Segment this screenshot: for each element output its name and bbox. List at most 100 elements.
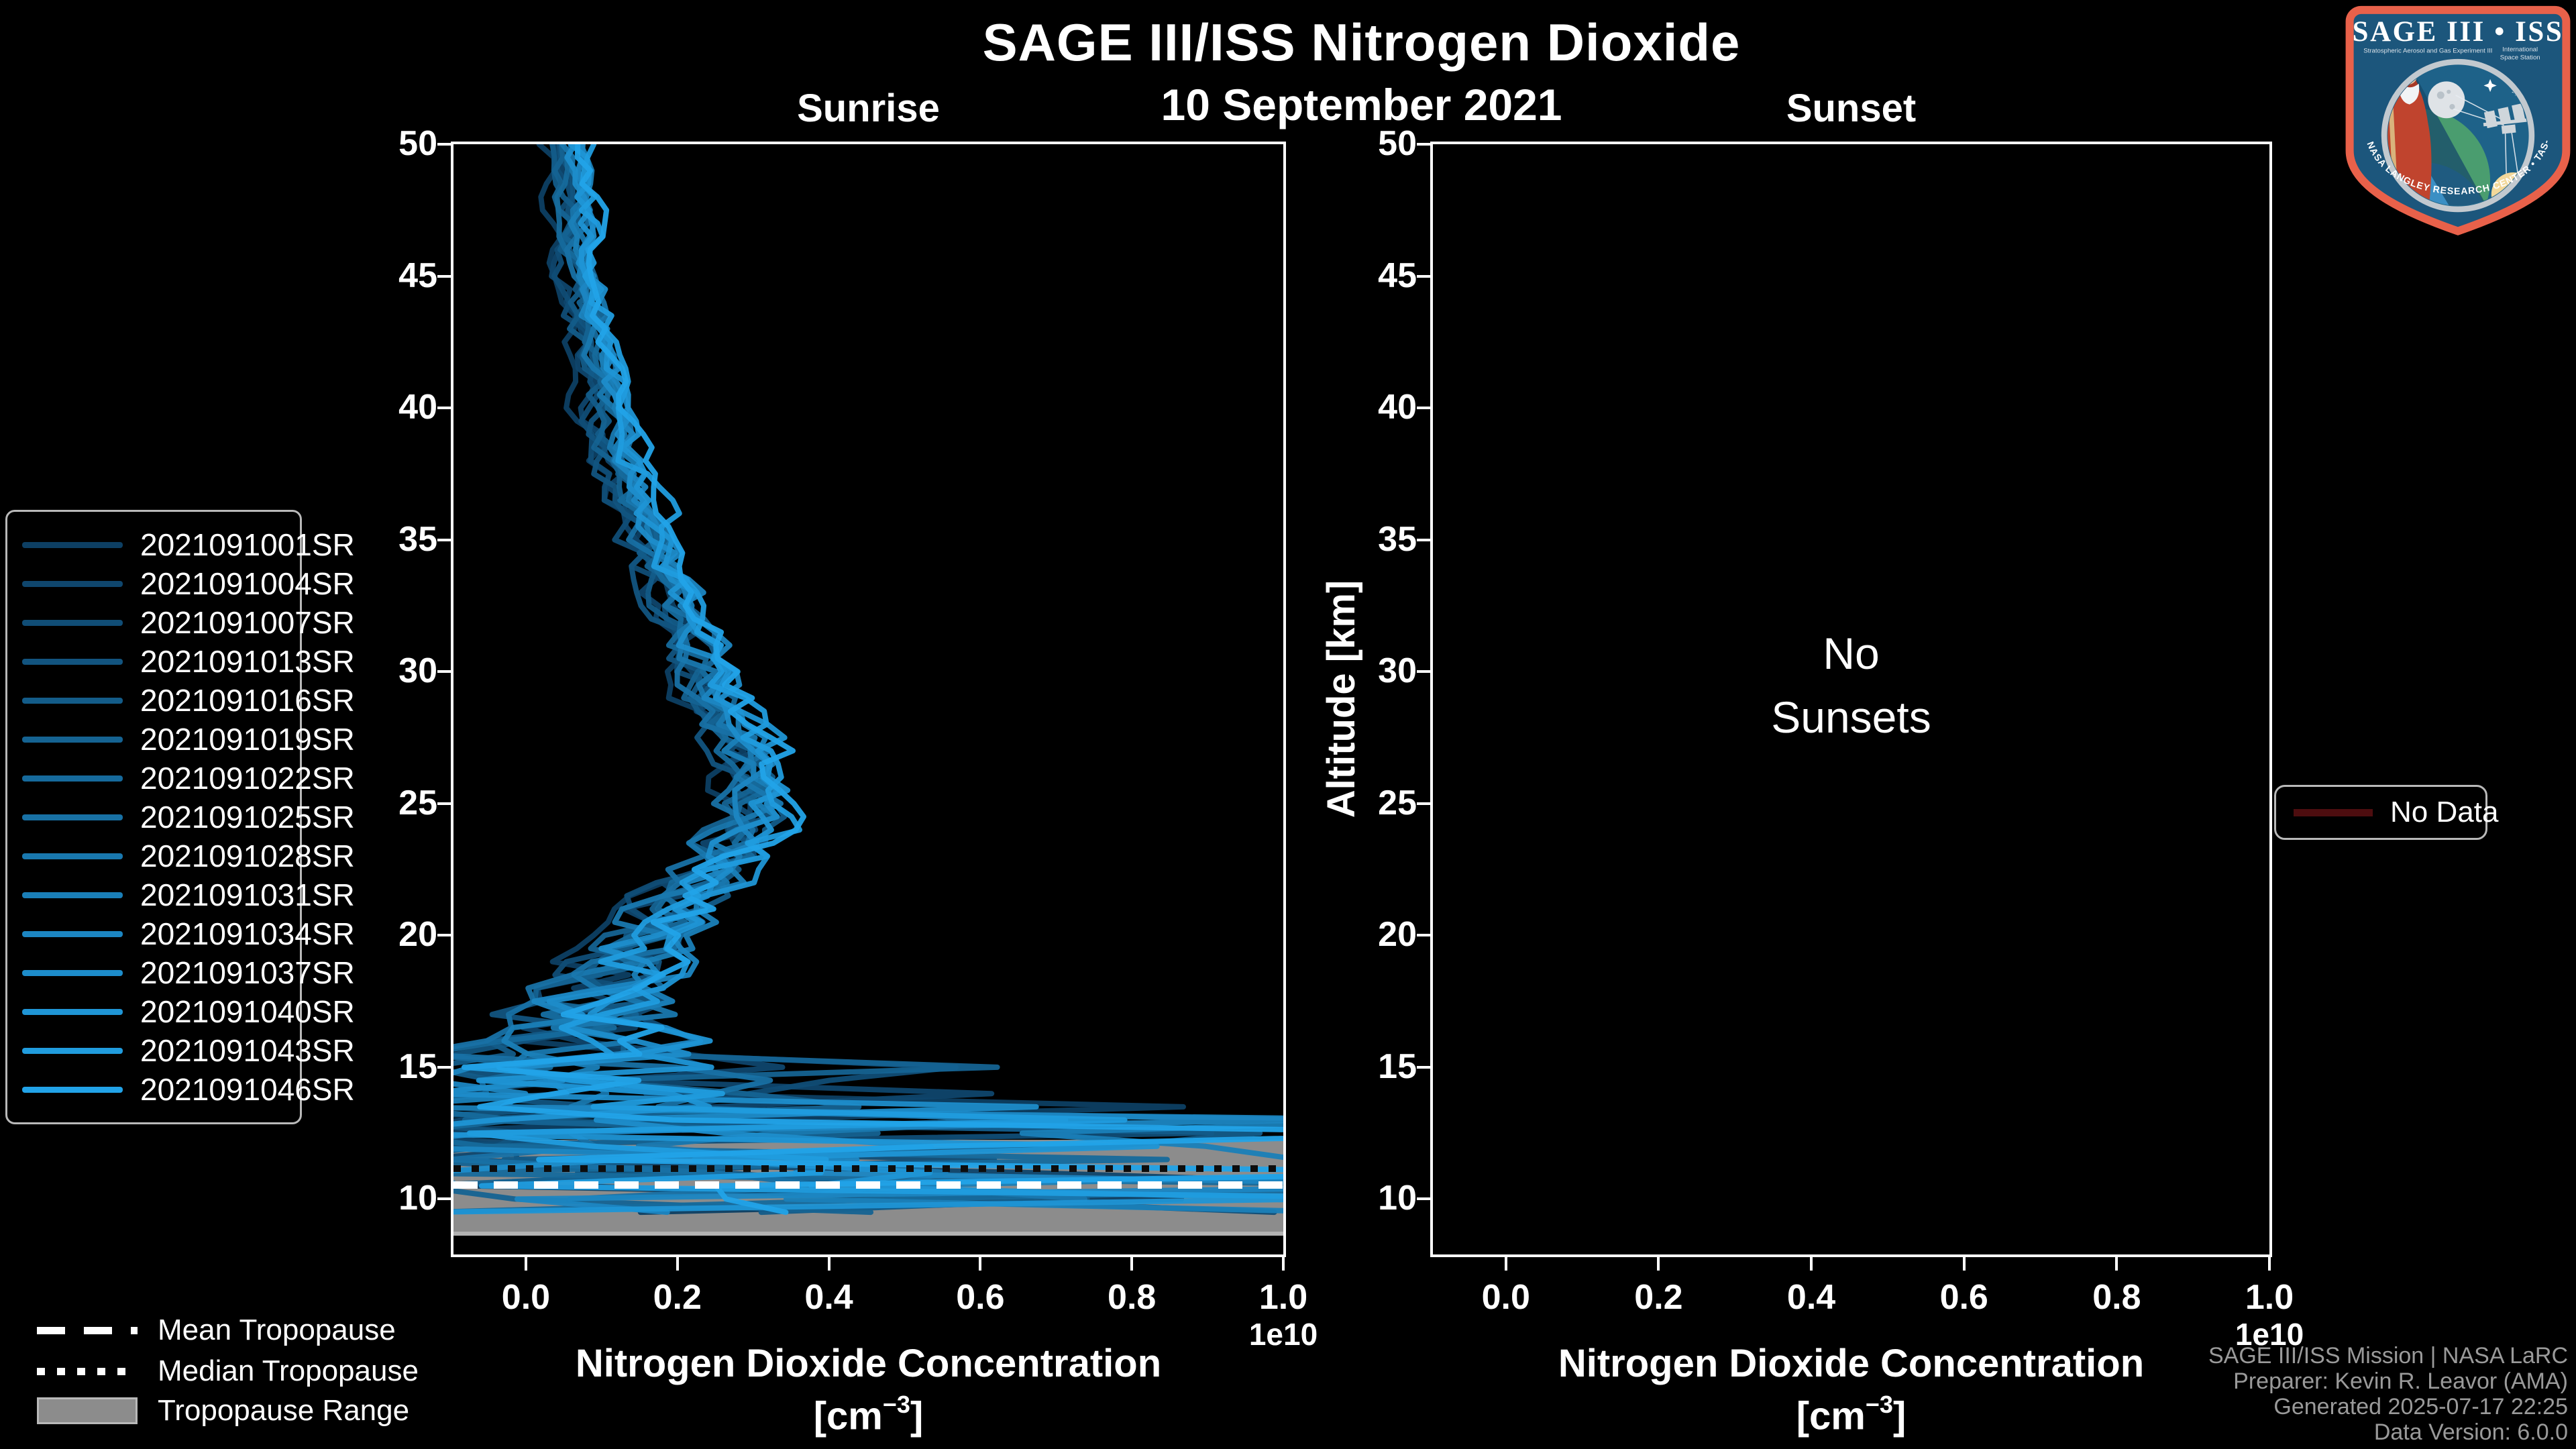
legend-event-row: 2021091031SR [22, 875, 355, 914]
legend-event-label: 2021091019SR [140, 722, 355, 757]
sunset-plot-area: No Sunsets Nitrogen Dioxide Concentratio… [1378, 124, 2304, 1438]
x-axis-unit: [cm−3] [813, 1390, 924, 1438]
x-tick-label: 0.2 [1634, 1278, 1683, 1317]
profile-line-2021091007SR [453, 144, 1277, 1216]
legend-event-label: 2021091034SR [140, 916, 355, 951]
profile-line-2021091043SR [466, 144, 1283, 1199]
iss-icon [2483, 103, 2528, 134]
x-tick-mark [1962, 1257, 1966, 1271]
legend-event-label: 2021091016SR [140, 683, 355, 718]
legend-event-line-swatch [22, 697, 123, 704]
legend-event-label: 2021091013SR [140, 644, 355, 679]
y-tick-label: 15 [398, 1046, 437, 1086]
attribution-generated: Generated 2025-07-17 22:25 [2273, 1394, 2568, 1419]
no-data-legend: No Data [2274, 785, 2498, 840]
y-tick-label: 45 [1378, 256, 1417, 295]
no-sunsets-annotation: No Sunsets [1771, 628, 1931, 743]
legend-event-row: 2021091004SR [22, 564, 355, 603]
y-tick-mark [1417, 274, 1430, 278]
y-tick-label: 20 [1378, 915, 1417, 955]
y-tick-mark [1417, 802, 1430, 805]
legend-event-label: 2021091007SR [140, 605, 355, 640]
mission-logo: SAGE III • ISS Stratospheric Aerosol and… [2343, 5, 2571, 235]
y-tick-mark [1417, 143, 1430, 146]
profile-line-2021091040SR [453, 144, 1283, 1215]
legend-event-line-swatch [22, 814, 123, 820]
legend-event-line-swatch [22, 541, 123, 548]
y-tick-mark [437, 274, 451, 278]
y-tick-label: 25 [1378, 783, 1417, 822]
x-tick-label: 1.0 [2245, 1278, 2294, 1317]
legend-event-label: 2021091004SR [140, 566, 355, 601]
x-tick-mark [676, 1257, 679, 1271]
x-tick-mark [2115, 1257, 2118, 1271]
x-tick-mark [1657, 1257, 1660, 1271]
y-tick-label: 25 [398, 783, 437, 822]
y-tick-label: 40 [398, 388, 437, 427]
legend-event-row: 2021091037SR [22, 953, 355, 992]
x-axis-label-text: Nitrogen Dioxide Concentration [575, 1342, 1162, 1385]
y-tick-label: 45 [398, 256, 437, 295]
legend-event-line-swatch [22, 1008, 123, 1015]
moon-crater [2447, 89, 2451, 94]
tropopause-range-swatch [37, 1397, 138, 1424]
x-axis-label-left: Nitrogen Dioxide Concentration [cm−3] [453, 1340, 1283, 1440]
y-tick-label: 35 [1378, 519, 1417, 559]
legend-event-line-swatch [22, 1086, 123, 1093]
y-tick-mark [1417, 407, 1430, 410]
legend-event-line-swatch [22, 853, 123, 859]
moon-crater [2449, 103, 2455, 110]
legend-event-row: 2021091046SR [22, 1070, 355, 1109]
legend-event-row: 2021091040SR [22, 992, 355, 1031]
y-tick-label: 10 [398, 1179, 437, 1218]
legend-event-line-swatch [22, 892, 123, 898]
y-tick-mark [1417, 538, 1430, 541]
attribution-mission: SAGE III/ISS Mission | NASA LaRC [2208, 1343, 2568, 1368]
x-tick-label: 0.0 [1481, 1278, 1530, 1317]
legend-event-line-swatch [22, 775, 123, 782]
y-tick-mark [1417, 1197, 1430, 1201]
y-tick-mark [437, 670, 451, 674]
logo-subtitle-left: Stratospheric Aerosol and Gas Experiment… [2363, 47, 2492, 54]
sunrise-profiles [453, 144, 1283, 1216]
legend-event-line-swatch [22, 619, 123, 626]
y-tick-mark [437, 1197, 451, 1201]
x-tick-label: 1.0 [1258, 1278, 1308, 1317]
x-tick-label: 0.6 [956, 1278, 1005, 1317]
x-tick-label: 0.8 [1108, 1278, 1157, 1317]
sunset-panel-title: Sunset [1786, 87, 1917, 130]
legend-event-label: 2021091025SR [140, 800, 355, 835]
x-tick-mark [1282, 1257, 1285, 1271]
legend-event-row: 2021091028SR [22, 837, 355, 875]
legend-event-row: 2021091013SR [22, 642, 355, 681]
mean-tropopause-swatch [37, 1326, 138, 1334]
legend-event-row: 2021091034SR [22, 914, 355, 953]
legend-mean-tropopause: Mean Tropopause [37, 1313, 396, 1346]
legend-event-label: 2021091037SR [140, 955, 355, 990]
median-tropopause-swatch [37, 1367, 138, 1375]
y-tick-mark [437, 934, 451, 937]
legend-event-row: 2021091022SR [22, 759, 355, 798]
x-tick-mark [2268, 1257, 2271, 1271]
y-tick-mark [437, 802, 451, 805]
y-tick-label: 40 [1378, 388, 1417, 427]
legend-event-label: 2021091001SR [140, 527, 355, 562]
moon-crater [2436, 91, 2445, 99]
legend-event-line-swatch [22, 969, 123, 976]
legend-event-label: 2021091028SR [140, 839, 355, 873]
legend-event-line-swatch [22, 736, 123, 743]
y-tick-label: 50 [398, 124, 437, 163]
x-tick-mark [827, 1257, 830, 1271]
logo-title: SAGE III • ISS [2353, 16, 2564, 48]
legend-event-label: 2021091040SR [140, 994, 355, 1029]
legend-event-row: 2021091019SR [22, 720, 355, 759]
y-tick-mark [1417, 1065, 1430, 1069]
legend-event-label: 2021091043SR [140, 1033, 355, 1068]
figure-title: SAGE III/ISS Nitrogen Dioxide [982, 13, 1741, 72]
legend-event-line-swatch [22, 580, 123, 587]
y-tick-mark [437, 1065, 451, 1069]
x-tick-label: 0.4 [1786, 1278, 1836, 1317]
legend-event-line-swatch [22, 1047, 123, 1054]
logo-subtitle-right-1: International [2502, 46, 2538, 54]
